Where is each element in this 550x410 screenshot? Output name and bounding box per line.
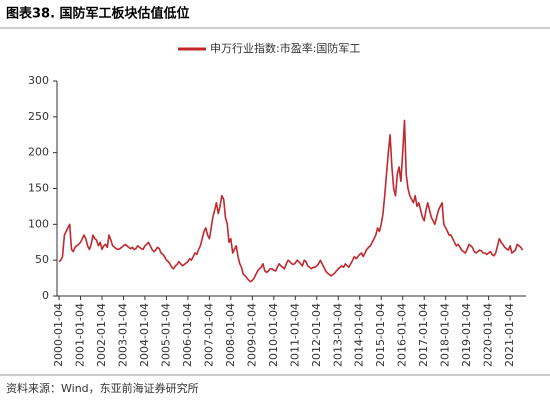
- x-tick-label: 2001-01-04: [74, 303, 87, 367]
- x-tick-label: 2017-01-04: [417, 303, 430, 367]
- y-tick-label: 150: [28, 182, 49, 195]
- x-tick-label: 2005-01-04: [159, 303, 172, 367]
- x-tick-label: 2014-01-04: [353, 303, 366, 367]
- y-tick-label: 200: [28, 146, 49, 159]
- x-tick-label: 2012-01-04: [310, 303, 323, 367]
- x-tick-label: 2015-01-04: [374, 303, 387, 367]
- source: 资料来源：Wind，东亚前海证券研究所: [6, 381, 199, 395]
- x-tick-label: 2020-01-04: [482, 303, 495, 367]
- x-tick-label: 2000-01-04: [52, 303, 65, 367]
- x-tick-label: 2004-01-04: [138, 303, 151, 367]
- x-tick-label: 2002-01-04: [95, 303, 108, 367]
- y-tick-label: 0: [42, 289, 49, 302]
- y-tick-label: 250: [28, 110, 49, 123]
- x-tick-label: 2007-01-04: [202, 303, 215, 367]
- y-tick-label: 300: [28, 74, 49, 87]
- x-tick-label: 2018-01-04: [439, 303, 452, 367]
- x-tick-label: 2011-01-04: [288, 303, 301, 367]
- x-tick-label: 2009-01-04: [245, 303, 258, 367]
- x-tick-label: 2006-01-04: [181, 303, 194, 367]
- x-tick-label: 2016-01-04: [396, 303, 409, 367]
- x-tick-label: 2010-01-04: [267, 303, 280, 367]
- x-tick-label: 2019-01-04: [460, 303, 473, 367]
- y-tick-label: 100: [28, 217, 49, 230]
- x-tick-label: 2021-01-04: [503, 303, 516, 367]
- y-tick-label: 50: [35, 253, 49, 266]
- x-tick-label: 2008-01-04: [224, 303, 237, 367]
- legend-label: 申万行业指数:市盈率:国防军工: [210, 41, 360, 55]
- x-tick-label: 2013-01-04: [331, 303, 344, 367]
- series-line: [58, 119, 524, 283]
- x-tick-label: 2003-01-04: [116, 303, 129, 367]
- chart-title: 图表38. 国防军工板块估值低位: [6, 6, 190, 22]
